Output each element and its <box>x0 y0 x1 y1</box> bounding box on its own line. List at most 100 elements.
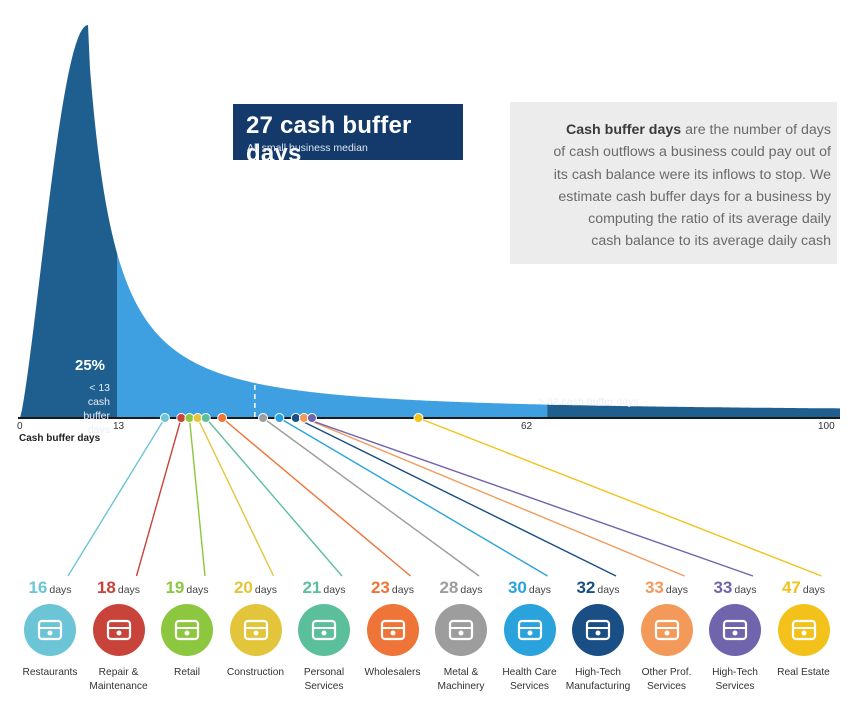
industry-days-unit: days <box>254 584 278 596</box>
industry-days-unit: days <box>391 584 415 596</box>
industry-days-value: 33 <box>644 578 664 597</box>
microchip-icon <box>572 604 624 656</box>
house-sign-icon <box>777 604 830 656</box>
note-line: cash balance to its average daily cash <box>591 233 831 250</box>
low-quartile-label: < 13 cash buffer days <box>66 381 110 437</box>
industry-item: 33 days Other Prof. Services <box>632 578 702 694</box>
industry-days-unit: days <box>597 584 620 596</box>
industry-days-unit: days <box>323 584 346 596</box>
industry-days-value: 33 <box>713 578 733 597</box>
x-tick: 62 <box>521 421 533 432</box>
leader-lines <box>67 417 822 577</box>
industry-item: 21 days Personal Services <box>289 578 359 694</box>
median-title: 27 cash buffer days <box>246 112 412 167</box>
leader-line <box>262 417 480 577</box>
axis-dot <box>176 413 187 423</box>
leader-line <box>205 417 343 577</box>
industry-days-unit: days <box>117 584 141 596</box>
industry-name-line2: Manufacturing <box>565 681 631 692</box>
industry-name-line1: Retail <box>173 667 201 678</box>
axis-dot <box>159 413 170 423</box>
high-quartile-area <box>547 404 840 418</box>
low-quartile-label-line1: < 13 cash <box>87 382 110 408</box>
boxes-icon <box>366 604 419 656</box>
industry-name-line2: Maintenance <box>89 681 148 692</box>
industry-name-line1: Health Care <box>502 667 557 678</box>
x-axis-label: Cash buffer days <box>19 433 101 444</box>
industry-name-line1: High-Tech <box>712 667 758 678</box>
axis-dot <box>184 413 195 423</box>
x-tick: 13 <box>113 421 125 432</box>
industry-name: High-Tech Manufacturing <box>558 666 638 694</box>
industry-name-line1: Wholesalers <box>364 667 421 678</box>
industry-name-line2: Services <box>304 681 344 692</box>
note-bold: Cash buffer days <box>566 122 682 138</box>
industry-days-value: 18 <box>96 578 116 597</box>
industry-item: 16 days Restaurants <box>15 578 85 680</box>
industry-days: 18 days <box>84 578 154 598</box>
shopping-bag-icon <box>161 604 213 656</box>
industry-days: 23 days <box>358 578 428 598</box>
axis-dot <box>274 413 285 423</box>
axis-dot <box>258 413 269 423</box>
leader-line <box>67 417 166 577</box>
industry-days-unit: days <box>460 584 483 596</box>
leader-line <box>135 417 182 577</box>
industry-days-value: 20 <box>233 578 253 597</box>
industry-days: 28 days <box>426 578 496 598</box>
industry-item: 30 days Health Care Services <box>495 578 565 694</box>
industry-days-value: 32 <box>576 578 596 597</box>
leader-line <box>221 417 411 577</box>
leader-line <box>303 417 685 577</box>
low-quartile-pct: 25% <box>75 357 106 374</box>
axis-dot <box>306 413 317 423</box>
industry-days-value: 23 <box>370 578 390 597</box>
industry-days: 21 days <box>289 578 359 598</box>
gears-icon <box>435 604 487 656</box>
industry-name: Personal Services <box>284 666 364 694</box>
note-line: estimate cash buffer days for a business… <box>558 188 831 205</box>
industry-item: 19 days Retail <box>152 578 222 680</box>
briefcase-icon <box>640 604 693 656</box>
leader-line <box>196 417 275 577</box>
computer-icon <box>709 604 761 656</box>
industry-days-unit: days <box>665 584 689 596</box>
industry-item: 23 days Wholesalers <box>358 578 428 680</box>
hard-hat-icon <box>229 604 282 656</box>
industry-days-value: 47 <box>781 578 801 597</box>
industry-item: 28 days Metal & Machinery <box>426 578 496 694</box>
industry-name-line2: Services <box>715 681 755 692</box>
industry-name: Construction <box>216 666 296 680</box>
industry-name: Metal & Machinery <box>421 666 501 694</box>
industry-days: 30 days <box>495 578 565 598</box>
industry-days-unit: days <box>802 584 826 596</box>
industry-days-value: 19 <box>165 578 185 597</box>
industry-name-line1: Restaurants <box>22 667 78 678</box>
industry-days-value: 28 <box>439 578 459 597</box>
industry-name: Health Care Services <box>490 666 570 694</box>
industry-days: 19 days <box>152 578 222 598</box>
industry-name-line1: Construction <box>226 667 285 678</box>
industry-name: Wholesalers <box>353 666 433 680</box>
leader-line <box>279 417 548 577</box>
industry-days-unit: days <box>734 584 757 596</box>
axis-dot <box>217 413 228 423</box>
leader-line <box>295 417 617 577</box>
industry-item: 47 days Real Estate <box>769 578 839 680</box>
industry-days: 16 days <box>15 578 85 598</box>
industry-name-line1: Repair & <box>98 667 139 678</box>
toolbox-icon <box>92 604 145 656</box>
industry-name: Restaurants <box>10 666 90 680</box>
industry-days: 47 days <box>769 578 839 598</box>
industry-days: 33 days <box>632 578 702 598</box>
x-tick: 0 <box>17 421 23 432</box>
hairdryer-scissors-icon <box>298 604 350 656</box>
definition-note: Cash buffer days are the number of days … <box>510 102 837 264</box>
industry-days: 33 days <box>700 578 770 598</box>
industry-days-value: 16 <box>28 578 48 597</box>
industry-name: Real Estate <box>764 666 844 680</box>
leader-line <box>303 417 754 577</box>
axis-dot <box>413 413 424 423</box>
industry-days: 32 days <box>563 578 633 598</box>
industry-name-line1: Real Estate <box>777 667 830 678</box>
